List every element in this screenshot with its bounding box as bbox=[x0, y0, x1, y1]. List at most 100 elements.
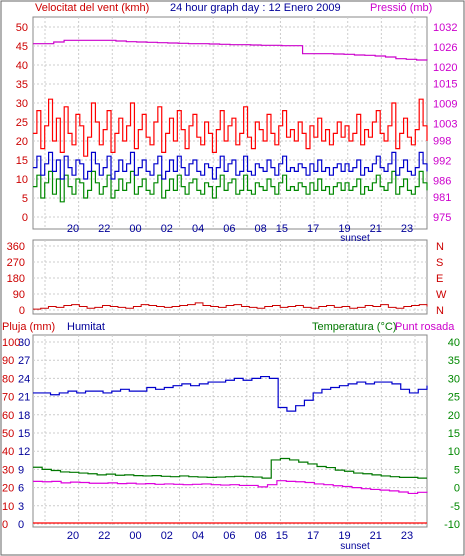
y-tick-label: 10 bbox=[16, 174, 28, 186]
y-tick-label: 90 bbox=[13, 289, 25, 301]
y-tick-label: 45 bbox=[16, 41, 28, 53]
compass-label: W bbox=[436, 289, 447, 301]
pressure-line bbox=[33, 39, 428, 61]
pressure-label: Pressió (mb) bbox=[370, 2, 432, 14]
rain-tick-label: 50 bbox=[2, 428, 14, 440]
wind-panel-frame bbox=[32, 16, 428, 230]
rain-tick-label: 90 bbox=[2, 355, 14, 367]
humidity-label: Humitat bbox=[67, 321, 105, 333]
temperature-tick-label: 40 bbox=[448, 337, 460, 349]
x-tick-label: 04 bbox=[192, 223, 204, 235]
y-tick-label: 50 bbox=[16, 22, 28, 34]
humidity-tick-label: 12 bbox=[18, 446, 30, 458]
compass-label: E bbox=[436, 273, 443, 285]
x-tick-label: 22 bbox=[98, 223, 110, 235]
x-tick-label: 21 bbox=[370, 223, 382, 235]
compass-label: S bbox=[436, 257, 443, 269]
x-tick-label: 00 bbox=[129, 530, 141, 542]
temperature-tick-label: 30 bbox=[448, 373, 460, 385]
x-tick-label: 02 bbox=[161, 530, 173, 542]
wind-speed-line bbox=[33, 98, 428, 157]
y-tick-label: 270 bbox=[7, 257, 25, 269]
y2-tick-label: 1026 bbox=[433, 42, 457, 54]
humidity-tick-label: 18 bbox=[18, 410, 30, 422]
y2-tick-label: 1020 bbox=[433, 62, 457, 74]
y2-tick-label: 1009 bbox=[433, 99, 457, 111]
x-tick-label: 20 bbox=[67, 223, 79, 235]
x-tick-label: 06 bbox=[223, 530, 235, 542]
x-tick-label: 20 bbox=[67, 530, 79, 542]
humidity-tick-label: 30 bbox=[18, 337, 30, 349]
y-tick-label: 20 bbox=[16, 136, 28, 148]
compass-label: N bbox=[436, 305, 444, 317]
humidity-tick-label: 15 bbox=[18, 428, 30, 440]
climate-panel-frame bbox=[32, 334, 428, 528]
graph-title: 24 hour graph day : 12 Enero 2009 bbox=[170, 2, 341, 14]
y-tick-label: 40 bbox=[16, 60, 28, 72]
x-tick-label: 23 bbox=[401, 223, 413, 235]
wind-min-line bbox=[33, 170, 428, 203]
temperature-tick-label: 35 bbox=[448, 355, 460, 367]
humidity-tick-label: 9 bbox=[18, 464, 24, 476]
y-tick-label: 15 bbox=[16, 155, 28, 167]
temperature-tick-label: 0 bbox=[454, 483, 460, 495]
rain-tick-label: 80 bbox=[2, 373, 14, 385]
wind-avg-line bbox=[33, 151, 428, 180]
y2-tick-label: 1015 bbox=[433, 79, 457, 91]
wind-speed-label: Velocitat del vent (kmh) bbox=[35, 2, 149, 14]
temperature-tick-label: 5 bbox=[454, 464, 460, 476]
y-tick-label: 5 bbox=[22, 193, 28, 205]
humidity-tick-label: 3 bbox=[18, 501, 24, 513]
x-tick-label: 15 bbox=[276, 530, 288, 542]
y2-tick-label: 1003 bbox=[433, 119, 457, 131]
y2-tick-label: 981 bbox=[433, 192, 451, 204]
direction-panel-frame bbox=[32, 239, 428, 315]
x-tick-label: 04 bbox=[192, 530, 204, 542]
temperature-tick-label: 15 bbox=[448, 428, 460, 440]
dewpoint-label: Punt rosada bbox=[395, 321, 455, 333]
humidity-tick-label: 21 bbox=[18, 392, 30, 404]
x-tick-label: 17 bbox=[307, 223, 319, 235]
y2-tick-label: 1032 bbox=[433, 22, 457, 34]
rain-tick-label: 30 bbox=[2, 464, 14, 476]
y-tick-label: 35 bbox=[16, 79, 28, 91]
y-tick-label: 180 bbox=[7, 273, 25, 285]
x-tick-label: 08 bbox=[255, 530, 267, 542]
rain-tick-label: 60 bbox=[2, 410, 14, 422]
x-tick-label: 08 bbox=[255, 223, 267, 235]
humidity-tick-label: 27 bbox=[18, 355, 30, 367]
x-tick-label: 15 bbox=[276, 223, 288, 235]
y-tick-label: 360 bbox=[7, 241, 25, 253]
wind-direction-line bbox=[33, 302, 428, 310]
y2-tick-label: 998 bbox=[433, 135, 451, 147]
sunset-label: sunset bbox=[340, 541, 370, 552]
temperature-tick-label: 20 bbox=[448, 410, 460, 422]
rain-tick-label: 100 bbox=[2, 337, 20, 349]
rain-tick-label: 20 bbox=[2, 483, 14, 495]
humidity-tick-label: 24 bbox=[18, 373, 30, 385]
sunset-label: sunset bbox=[340, 233, 370, 244]
x-tick-label: 19 bbox=[338, 530, 350, 542]
x-tick-label: 22 bbox=[98, 530, 110, 542]
wind-pressure-plot: 0510152025303540455097598198699299810031… bbox=[16, 17, 457, 244]
wind-direction-plot: 0 N 90 W 180 E 270 S 360 N bbox=[7, 240, 447, 317]
x-tick-label: 19 bbox=[338, 223, 350, 235]
y2-tick-label: 992 bbox=[433, 155, 451, 167]
y2-tick-label: 975 bbox=[433, 212, 451, 224]
x-tick-label: 17 bbox=[307, 530, 319, 542]
temperature-tick-label: 25 bbox=[448, 392, 460, 404]
x-tick-label: 00 bbox=[129, 223, 141, 235]
humidity-tick-label: 0 bbox=[18, 519, 24, 531]
humidity-line bbox=[33, 375, 428, 412]
rain-tick-label: 0 bbox=[2, 519, 8, 531]
temperature-tick-label: 10 bbox=[448, 446, 460, 458]
x-tick-label: 21 bbox=[370, 530, 382, 542]
humidity-tick-label: 6 bbox=[18, 483, 24, 495]
dewpoint-line bbox=[33, 480, 428, 495]
x-tick-label: 23 bbox=[401, 530, 413, 542]
compass-label: N bbox=[436, 241, 444, 253]
rain-tick-label: 10 bbox=[2, 501, 14, 513]
rain-tick-label: 40 bbox=[2, 446, 14, 458]
